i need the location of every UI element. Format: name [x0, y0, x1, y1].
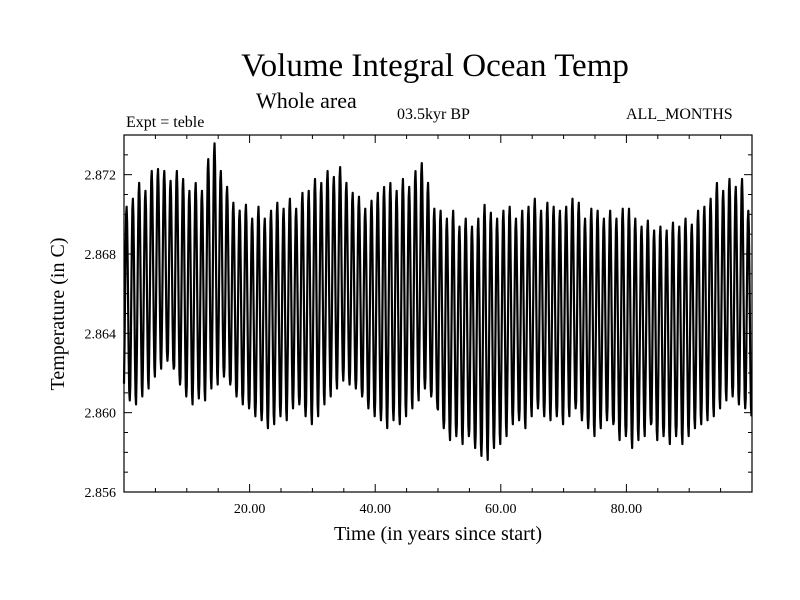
chart-subtitle: Whole area [256, 88, 357, 113]
plot-frame [123, 134, 753, 493]
y-tick-label: 2.856 [85, 486, 117, 501]
temperature-series-line [122, 142, 753, 461]
period-label: 03.5kyr BP [397, 106, 470, 123]
y-tick-label: 2.860 [85, 407, 117, 422]
x-tick-label: 80.00 [611, 502, 643, 517]
x-tick-label: 60.00 [485, 502, 517, 517]
experiment-label: Expt = teble [126, 114, 205, 131]
y-tick-label: 2.864 [85, 327, 117, 342]
y-tick-label: 2.868 [85, 248, 117, 263]
x-tick-label: 20.00 [234, 502, 266, 517]
months-label: ALL_MONTHS [626, 106, 733, 123]
x-tick-label: 40.00 [359, 502, 391, 517]
series-layer [122, 142, 753, 461]
y-axis-label: Temperature (in C) [47, 238, 69, 391]
x-axis-label: Time (in years since start) [334, 523, 542, 545]
chart-title: Volume Integral Ocean Temp [241, 48, 629, 84]
axis-tick-labels: 2.856 2.860 2.864 2.868 2.872 20.00 40.00 60.00… [85, 169, 643, 517]
y-tick-label: 2.872 [85, 169, 117, 184]
